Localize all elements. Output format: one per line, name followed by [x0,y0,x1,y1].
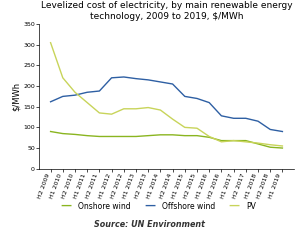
Text: —: — [228,201,240,211]
Offshore wind [280,130,284,133]
PV [244,141,247,143]
PV [195,127,199,130]
PV [256,142,260,145]
Offshore wind [146,78,150,81]
Offshore wind [122,75,126,78]
PV [73,91,77,94]
Onshore wind [61,132,64,135]
PV [98,112,101,114]
Onshore wind [195,134,199,137]
Offshore wind [195,97,199,100]
PV [159,109,162,112]
PV [146,106,150,109]
PV [49,41,52,44]
PV [134,107,138,110]
PV [220,141,223,143]
Offshore wind [183,95,187,98]
PV [280,145,284,147]
Onshore wind [244,139,247,142]
Text: Onshore wind: Onshore wind [78,201,130,211]
PV [232,139,236,142]
Offshore wind [159,80,162,83]
Onshore wind [146,134,150,137]
Onshore wind [110,135,113,138]
Offshore wind [134,77,138,80]
Onshore wind [171,133,174,136]
Offshore wind [171,83,174,86]
Onshore wind [49,130,52,133]
Offshore wind [73,94,77,97]
Line: Offshore wind: Offshore wind [51,77,282,132]
PV [207,135,211,138]
Offshore wind [244,117,247,120]
Onshore wind [134,135,138,138]
Text: Source: UN Environment: Source: UN Environment [94,220,206,228]
Offshore wind [85,91,89,94]
PV [85,101,89,104]
Offshore wind [232,117,236,120]
Line: Onshore wind: Onshore wind [51,132,282,148]
Onshore wind [122,135,126,138]
Onshore wind [207,136,211,139]
Onshore wind [268,146,272,149]
Onshore wind [183,134,187,137]
Onshore wind [280,147,284,149]
PV [110,113,113,116]
Offshore wind [256,120,260,123]
Text: PV: PV [246,201,256,211]
Line: PV: PV [51,43,282,146]
Onshore wind [159,133,162,136]
Onshore wind [220,139,223,142]
Onshore wind [98,135,101,138]
Text: —: — [60,201,72,211]
Offshore wind [49,100,52,103]
Offshore wind [110,76,113,79]
Text: Offshore wind: Offshore wind [162,201,215,211]
Offshore wind [61,95,64,98]
Offshore wind [220,114,223,117]
Y-axis label: $/MWh: $/MWh [11,82,20,111]
Text: —: — [144,201,156,211]
PV [268,143,272,146]
Onshore wind [85,134,89,137]
PV [61,76,64,79]
Offshore wind [207,101,211,104]
Offshore wind [98,90,101,93]
Onshore wind [232,139,236,142]
PV [171,118,174,120]
Onshore wind [73,133,77,136]
Onshore wind [256,142,260,145]
Title: Levelized cost of electricity, by main renewable energy
technology, 2009 to 2019: Levelized cost of electricity, by main r… [41,1,292,20]
PV [122,107,126,110]
Offshore wind [268,128,272,131]
PV [183,126,187,129]
